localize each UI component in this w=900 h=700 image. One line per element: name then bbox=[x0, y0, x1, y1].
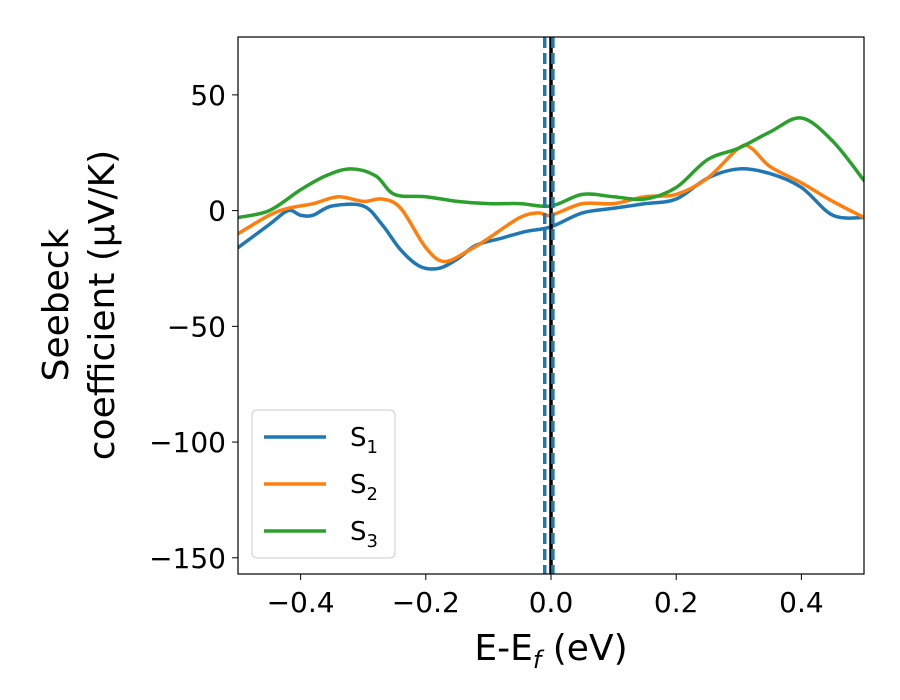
x-tick-label: 0.0 bbox=[529, 586, 574, 619]
y-tick-label: −100 bbox=[149, 426, 226, 459]
x-tick-label: −0.2 bbox=[392, 586, 460, 619]
series-line-s1 bbox=[238, 167, 864, 271]
x-tick-label: 0.4 bbox=[779, 586, 824, 619]
legend-label-s1: S1 bbox=[350, 423, 378, 458]
y-tick-label: −50 bbox=[167, 310, 226, 343]
x-axis-title: E-Ef (eV) bbox=[474, 628, 627, 674]
x-axis-ticks: −0.4 −0.2 0.0 0.2 0.4 bbox=[267, 574, 824, 619]
y-axis-ticks: 50 0 −50 −100 −150 bbox=[149, 79, 238, 575]
legend-label-s2: S2 bbox=[350, 470, 378, 505]
series-line-s2 bbox=[238, 143, 864, 264]
y-tick-label: 0 bbox=[208, 195, 226, 228]
series-layer bbox=[238, 116, 864, 271]
legend-label-s3: S3 bbox=[350, 517, 378, 552]
x-tick-label: −0.4 bbox=[267, 586, 335, 619]
x-tick-label: 0.2 bbox=[654, 586, 699, 619]
y-axis-title-line1: Seebeck bbox=[36, 228, 77, 381]
y-tick-label: −150 bbox=[149, 542, 226, 575]
reference-lines bbox=[542, 37, 555, 574]
y-axis-title-line2: coefficient (μV/K) bbox=[82, 150, 123, 460]
legend: S1 S2 S3 bbox=[251, 409, 396, 559]
y-tick-label: 50 bbox=[190, 79, 226, 112]
series-line-s3 bbox=[238, 116, 864, 220]
